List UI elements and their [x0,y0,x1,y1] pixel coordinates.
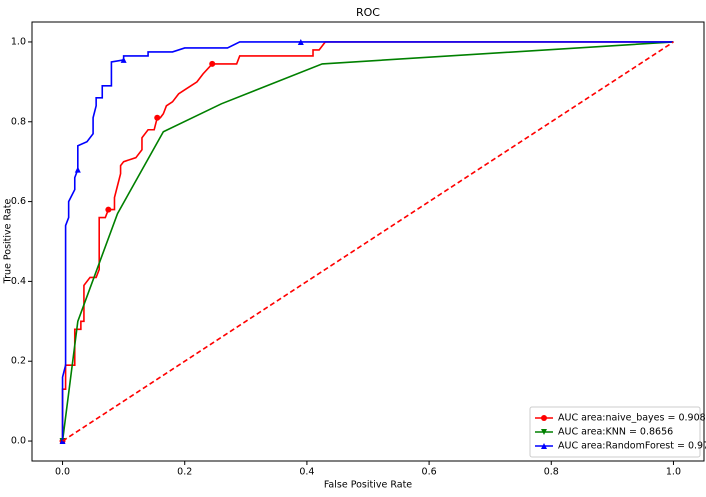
point-marker [154,114,161,121]
point-marker [74,166,81,173]
x-tick-label: 0.4 [299,467,314,478]
y-tick-label: 0.8 [11,116,26,127]
series-line [62,41,674,442]
y-tick-label: 0.2 [11,356,26,367]
y-tick-label: 1.0 [11,36,26,47]
x-tick-label: 0.0 [55,467,70,478]
series-line [61,41,674,442]
legend-label: AUC area:RandomForest = 0.9722 [558,441,706,452]
legend-marker [541,415,547,421]
chart-title: ROC [356,6,380,19]
point-marker [105,206,112,213]
legend-label: AUC area:naive_bayes = 0.9088 [558,413,706,424]
x-tick-label: 1.0 [666,467,681,478]
legend-label: AUC area:KNN = 0.8656 [558,427,673,438]
series-line [61,41,674,442]
point-marker [120,56,127,63]
x-axis-label: False Positive Rate [324,480,412,491]
y-axis-label: True Positive Rate [3,199,14,285]
legend-marker [541,429,547,435]
y-tick-label: 0.0 [11,436,26,447]
y-tick-label: 0.4 [11,276,26,287]
x-tick-label: 0.2 [177,467,192,478]
point-marker [209,60,216,67]
legend-marker [541,443,547,449]
y-tick-label: 0.6 [11,196,26,207]
x-tick-label: 0.6 [422,467,437,478]
legend-box [529,406,701,458]
x-tick-label: 0.8 [544,467,559,478]
point-marker [297,38,304,45]
